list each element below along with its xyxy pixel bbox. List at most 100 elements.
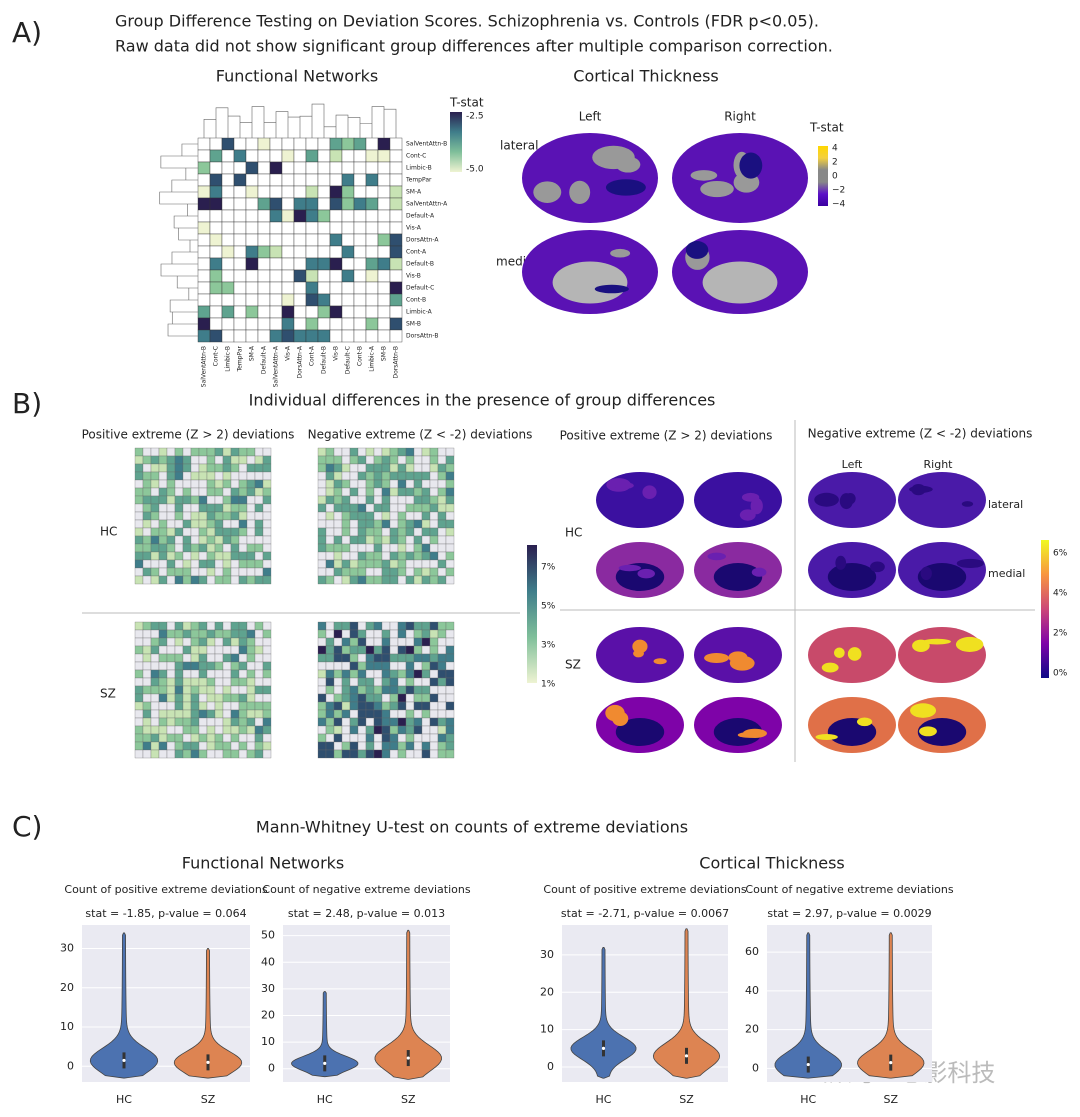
heatmap-cell <box>325 575 335 585</box>
heatmap-cell <box>341 637 351 647</box>
heatmap-cell <box>166 559 176 569</box>
heatmap-cell <box>246 725 256 735</box>
heatmap-cell <box>254 455 264 465</box>
brain-medial-wall <box>702 261 778 304</box>
heatmap-cell <box>445 629 455 639</box>
heatmap-cell <box>238 629 248 639</box>
heatmap-cell <box>445 567 455 577</box>
heatmap-cell <box>329 197 343 211</box>
heatmap-cell <box>329 173 343 187</box>
heatmap-cell <box>174 725 184 735</box>
heatmap-cell <box>281 137 295 151</box>
heatmap-cell <box>150 511 160 521</box>
heatmap-cell <box>197 317 211 331</box>
heatmap-cell <box>429 487 439 497</box>
heatmap-cell <box>333 575 343 585</box>
heatmap-cell <box>405 519 415 529</box>
heatmap-cell <box>134 487 144 497</box>
heatmap-cell <box>317 621 327 631</box>
heatmap-cell <box>174 669 184 679</box>
heatmap-cell <box>421 637 431 647</box>
heatmap-cell <box>174 519 184 529</box>
heatmap-cell <box>174 479 184 489</box>
violin <box>173 948 243 1079</box>
heatmap-cell <box>142 685 152 695</box>
heatmap-cell <box>421 455 431 465</box>
row-label: Vis-B <box>406 273 421 280</box>
heatmap-cell <box>421 629 431 639</box>
heatmap-cell <box>341 709 351 719</box>
heatmap-cell <box>190 685 200 695</box>
colorbar-tick: −4 <box>832 200 846 210</box>
brain <box>694 472 782 528</box>
heatmap-cell <box>254 701 264 711</box>
heatmap-cell <box>233 149 247 163</box>
heatmap-cell <box>325 693 335 703</box>
heatmap-cell <box>230 701 240 711</box>
heatmap-cell <box>158 661 168 671</box>
heatmap-cell <box>182 661 192 671</box>
col-label: DorsAttn-A <box>297 345 304 378</box>
heatmap-cell <box>182 487 192 497</box>
heatmap-cell <box>198 455 208 465</box>
heatmap-cell <box>349 645 359 655</box>
heatmap-cell <box>238 725 248 735</box>
heatmap-cell <box>381 559 391 569</box>
heatmap-cell <box>254 567 264 577</box>
heatmap-cell <box>365 661 375 671</box>
heatmap-cell <box>209 305 223 319</box>
heatmap-cell <box>150 519 160 529</box>
heatmap-cell <box>134 717 144 727</box>
heatmap-cell <box>238 503 248 513</box>
heatmap-cell <box>349 567 359 577</box>
heatmap-cell <box>341 455 351 465</box>
brain-patch <box>613 482 634 490</box>
heatmap-cell <box>429 749 439 759</box>
heatmap-cell <box>230 677 240 687</box>
heatmap-cell <box>373 559 383 569</box>
heatmap-cell <box>421 661 431 671</box>
heatmap-cell <box>230 749 240 759</box>
heatmap-cell <box>174 543 184 553</box>
heatmap-cell <box>238 479 248 489</box>
heatmap-cell <box>245 209 259 223</box>
heatmap-cell <box>381 511 391 521</box>
heatmap-cell <box>230 661 240 671</box>
heatmap-cell <box>134 559 144 569</box>
brain-patch <box>908 485 933 493</box>
heatmap-cell <box>246 637 256 647</box>
brain-patch <box>834 647 845 659</box>
heatmap-cell <box>166 629 176 639</box>
heatmap-cell <box>317 185 331 199</box>
heatmap-cell <box>221 281 235 295</box>
colorbar-tick: −2 <box>832 186 845 196</box>
heatmap-cell <box>214 503 224 513</box>
heatmap-cell <box>429 455 439 465</box>
heatmap-cell <box>206 637 216 647</box>
heatmap-cell <box>373 725 383 735</box>
heatmap-cell <box>373 495 383 505</box>
heatmap-cell <box>397 669 407 679</box>
heatmap-cell <box>405 637 415 647</box>
heatmap-cell <box>293 281 307 295</box>
heatmap-cell <box>230 487 240 497</box>
heatmap-cell <box>198 487 208 497</box>
brain-patch <box>919 726 937 737</box>
heatmap-cell <box>405 725 415 735</box>
col-label: Default-B <box>321 346 328 374</box>
heatmap-cell <box>421 527 431 537</box>
heatmap-cell <box>174 685 184 695</box>
heatmap-cell <box>421 471 431 481</box>
heatmap-cell <box>174 661 184 671</box>
heatmap-cell <box>373 653 383 663</box>
heatmap-cell <box>397 567 407 577</box>
heatmap-cell <box>325 543 335 553</box>
heatmap-cell <box>437 685 447 695</box>
heatmap-cell <box>333 725 343 735</box>
heatmap-cell <box>405 511 415 521</box>
heatmap-cell <box>413 487 423 497</box>
heatmap-cell <box>198 637 208 647</box>
heatmap-cell <box>222 701 232 711</box>
heatmap-cell <box>365 551 375 561</box>
heatmap-cell <box>305 305 319 319</box>
